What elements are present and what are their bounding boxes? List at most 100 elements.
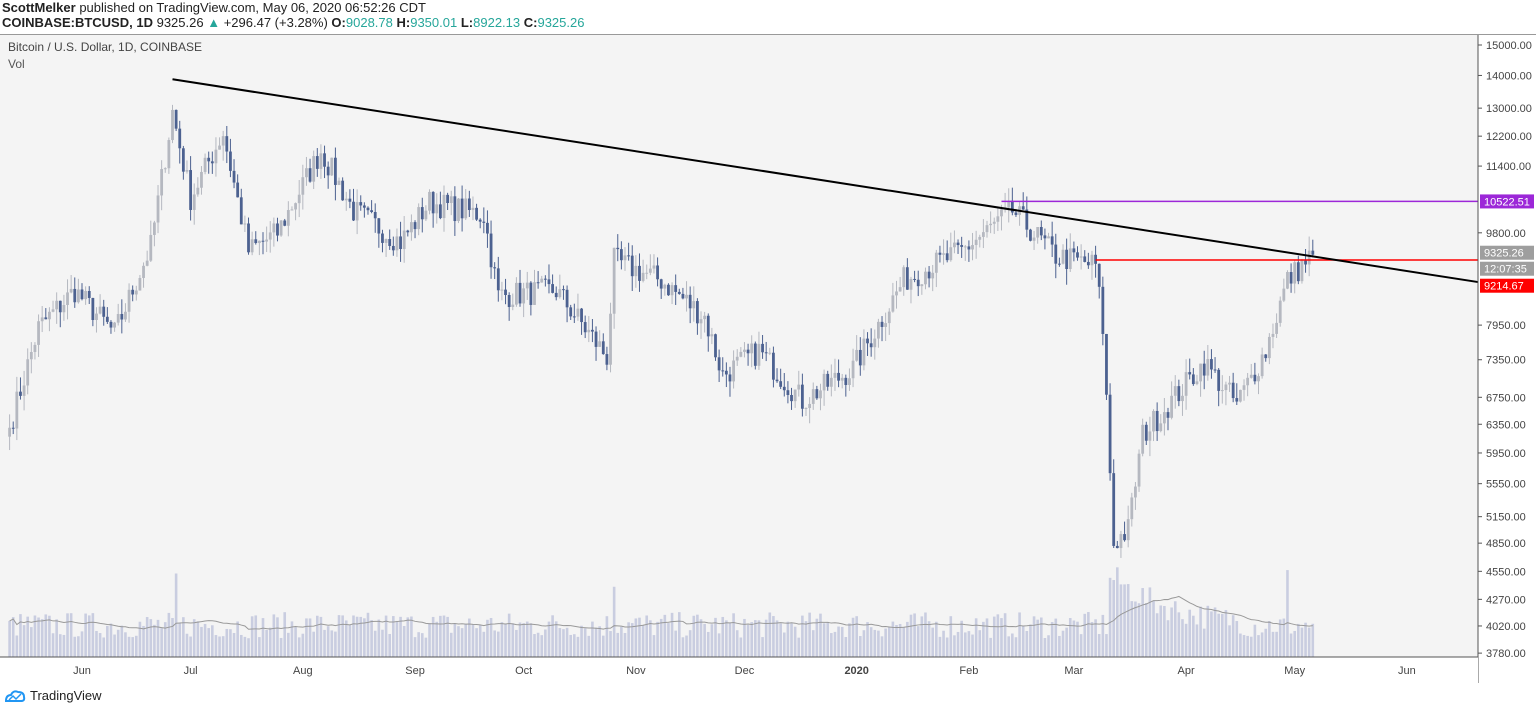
candle-down	[960, 245, 964, 247]
candle-down	[1289, 272, 1293, 284]
volume-bar	[1011, 633, 1014, 657]
volume-bar	[1246, 635, 1249, 657]
volume-bar	[1275, 631, 1278, 657]
candle-up	[525, 282, 529, 289]
volume-bar	[656, 621, 659, 657]
volume-bar	[442, 615, 446, 657]
volume-bar	[1148, 587, 1152, 657]
volume-bar	[895, 625, 898, 657]
candle-up	[1224, 384, 1228, 391]
support-price-tag-bg	[1480, 278, 1534, 293]
chart-legend-title: Bitcoin / U.S. Dollar, 1D, COINBASE	[8, 40, 203, 54]
volume-bar	[384, 615, 388, 657]
candle-up	[8, 427, 11, 437]
volume-bar	[1076, 621, 1079, 657]
candle-up	[297, 194, 301, 204]
candle-up	[51, 309, 55, 312]
candle-down	[460, 198, 464, 219]
volume-bar	[1177, 612, 1181, 657]
volume-bar	[920, 616, 924, 657]
volume-bar	[377, 619, 381, 657]
volume-bar	[844, 637, 848, 657]
candle-up	[163, 168, 167, 170]
volume-bar	[754, 620, 757, 657]
volume-bar	[189, 636, 192, 657]
y-tick-label: 15000.00	[1486, 40, 1532, 52]
volume-bar	[681, 637, 685, 657]
volume-bar	[768, 612, 772, 657]
candle-down	[178, 128, 182, 149]
volume-bar	[417, 632, 420, 657]
candle-up	[48, 311, 51, 320]
candle-up	[663, 284, 667, 289]
volume-bar	[1047, 635, 1050, 657]
price-chart[interactable]: 15000.00 14000.00 13000.00 12200.00 11400.00…	[0, 35, 1536, 683]
volume-bar	[1018, 612, 1021, 657]
volume-bar	[641, 625, 645, 657]
volume-bar	[1271, 631, 1275, 657]
x-tick-label: May	[1284, 665, 1305, 677]
volume-bar	[48, 615, 51, 657]
volume-bar	[428, 623, 431, 657]
volume-bar	[120, 625, 124, 657]
volume-bar	[431, 616, 435, 657]
volume-bar	[323, 629, 326, 657]
volume-bar	[1029, 624, 1032, 657]
candle-down	[232, 170, 236, 183]
volume-bar	[1072, 620, 1076, 657]
candle-down	[381, 233, 384, 243]
volume-bar	[326, 626, 330, 657]
candle-up	[848, 378, 851, 385]
volume-bar	[348, 625, 352, 657]
candle-up	[424, 210, 428, 220]
volume-bar	[1173, 601, 1177, 657]
volume-bar	[525, 621, 529, 657]
volume-bar	[645, 615, 649, 657]
candle-down	[174, 109, 178, 129]
candle-up	[855, 349, 859, 361]
volume-bar	[1025, 630, 1029, 657]
volume-bar	[1181, 619, 1184, 657]
volume-bar	[308, 618, 312, 657]
candle-down	[659, 279, 663, 289]
volume-bar	[1061, 630, 1065, 657]
candle-up	[739, 351, 743, 357]
volume-bar	[243, 636, 247, 657]
volume-bar	[808, 612, 811, 657]
y-tick-label: 7950.00	[1486, 320, 1526, 332]
candle-down	[239, 197, 243, 225]
volume-bar	[1116, 567, 1119, 657]
candle-up	[464, 198, 468, 219]
x-tick-label: Aug	[293, 665, 313, 677]
candle-up	[920, 284, 924, 287]
chart-area[interactable]: 15000.00 14000.00 13000.00 12200.00 11400.00…	[0, 34, 1536, 683]
volume-bar	[424, 637, 428, 657]
volume-bar	[612, 586, 616, 657]
volume-bar	[667, 623, 670, 657]
volume-bar	[822, 623, 826, 657]
volume-bar	[1192, 615, 1195, 657]
volume-bar	[453, 623, 457, 657]
candle-down	[728, 374, 732, 382]
volume-bar	[974, 618, 978, 657]
candle-down	[714, 334, 717, 358]
volume-bar	[609, 631, 612, 657]
candle-up	[974, 239, 978, 246]
volume-bar	[634, 618, 638, 657]
volume-bar	[290, 621, 294, 657]
candle-down	[131, 289, 135, 295]
candle-down	[1191, 374, 1195, 385]
volume-bar	[967, 631, 971, 657]
volume-bar	[601, 635, 605, 657]
volume-bar	[1159, 605, 1163, 657]
candle-down	[373, 212, 377, 219]
candle-up	[257, 240, 261, 244]
candle-down	[1188, 372, 1192, 375]
candle-down	[453, 196, 457, 222]
author[interactable]: ScottMelker	[2, 0, 76, 15]
volume-bar	[992, 616, 996, 657]
volume-bar	[627, 622, 630, 657]
candle-up	[1307, 250, 1311, 265]
volume-bar	[268, 627, 272, 657]
tradingview-logo[interactable]: TradingView	[4, 688, 102, 703]
